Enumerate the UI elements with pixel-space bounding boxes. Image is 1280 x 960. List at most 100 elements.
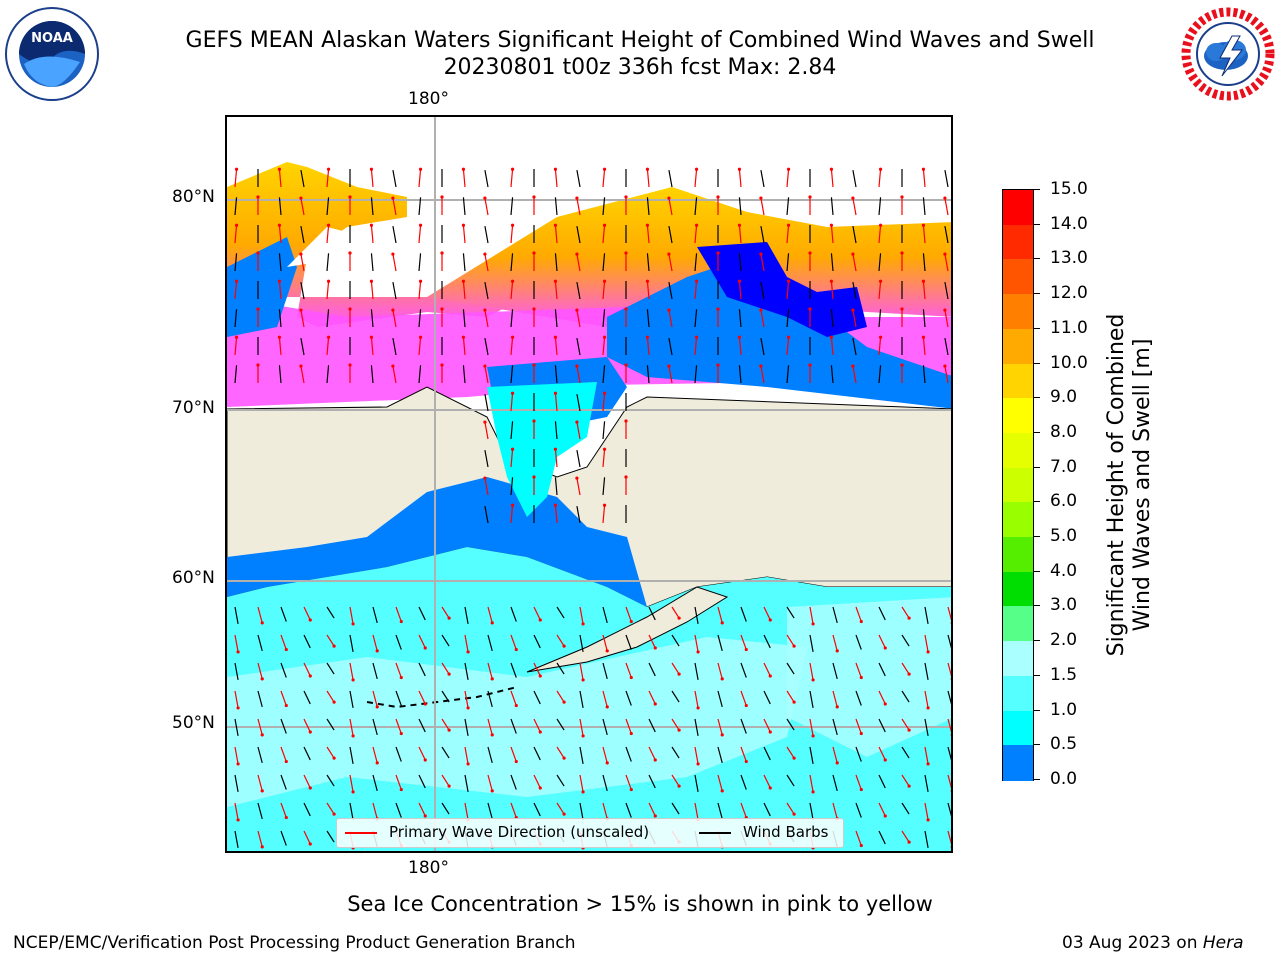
wave-direction-arrow: [576, 421, 581, 440]
wind-barb: [855, 802, 862, 818]
wave-direction-arrow: [300, 309, 305, 328]
wave-direction-arrowhead: [369, 279, 374, 283]
wave-direction-arrowhead: [737, 335, 742, 339]
wave-direction-arrowhead: [260, 733, 264, 737]
wave-direction-arrowhead: [510, 503, 515, 507]
wave-direction-arrowhead: [375, 649, 379, 653]
wind-barb: [648, 718, 656, 733]
wave-direction-arrowhead: [575, 476, 579, 480]
wave-direction-arrowhead: [602, 223, 607, 227]
wind-barb: [395, 802, 402, 818]
colorbar-tick: [1034, 431, 1040, 433]
wave-direction-arrowhead: [716, 363, 720, 367]
wave-direction-arrow: [717, 606, 723, 624]
wave-direction-arrowhead: [943, 308, 947, 312]
wave-direction-arrow: [830, 337, 834, 356]
wind-barb: [418, 606, 426, 621]
wave-direction-arrow: [510, 449, 514, 468]
wind-barb: [395, 690, 402, 706]
wind-barb: [326, 774, 335, 787]
wave-direction-arrowhead: [811, 790, 815, 794]
wave-direction-arrow: [625, 606, 632, 622]
wave-direction-arrow: [901, 774, 910, 787]
wave-direction-arrowhead: [859, 675, 863, 680]
wave-direction-arrow: [556, 802, 565, 815]
wind-barb: [280, 662, 287, 678]
wave-direction-arrowhead: [883, 758, 887, 762]
wave-direction-arrow: [554, 337, 558, 356]
wave-direction-arrow: [484, 197, 489, 216]
wave-direction-arrow: [554, 281, 558, 300]
wind-barb: [878, 253, 882, 272]
wave-direction-arrow: [602, 505, 606, 524]
wind-barb: [922, 365, 926, 384]
wave-direction-arrow: [556, 746, 565, 759]
wave-direction-arrowhead: [900, 251, 904, 255]
wave-direction-arrowhead: [299, 308, 303, 312]
wave-direction-arrowhead: [510, 279, 515, 283]
wave-direction-arrowhead: [808, 363, 812, 367]
wave-direction-arrow: [786, 746, 795, 759]
wave-direction-arrowhead: [391, 252, 395, 256]
wave-direction-arrow: [326, 634, 335, 647]
wave-direction-arrowhead: [950, 845, 951, 848]
wind-barb: [832, 606, 838, 624]
wave-direction-arrowhead: [737, 223, 742, 227]
lat-label-70: 70°N: [172, 398, 215, 418]
wind-barb: [280, 830, 287, 846]
colorbar-tick-label: 9.0: [1050, 387, 1078, 408]
wave-direction-arrowhead: [744, 647, 748, 652]
wind-barb: [760, 337, 765, 356]
wave-direction-arrow: [300, 197, 305, 216]
wind-barb: [760, 281, 765, 300]
wave-direction-arrowhead: [375, 761, 379, 765]
wave-direction-arrowhead: [391, 308, 395, 312]
wave-direction-arrowhead: [490, 621, 494, 625]
wave-direction-arrow: [556, 690, 565, 703]
wind-barb: [510, 253, 514, 272]
wave-direction-arrow: [602, 449, 606, 468]
wind-barb: [671, 802, 680, 815]
wave-direction-arrow: [671, 606, 680, 619]
bering-strait-water: [487, 382, 597, 517]
wave-direction-arrow: [326, 690, 335, 703]
wave-direction-legend-swatch: [345, 832, 377, 834]
wave-direction-arrow: [300, 365, 305, 384]
wave-direction-arrowhead: [629, 731, 633, 736]
wave-direction-arrowhead: [260, 845, 264, 849]
wave-direction-arrow: [487, 662, 493, 680]
wave-direction-arrow: [671, 774, 680, 787]
wave-direction-arrow: [510, 690, 517, 706]
wind-barb: [510, 421, 514, 440]
colorbar-segment: [1003, 710, 1033, 747]
wave-direction-arrow: [738, 337, 742, 356]
wave-direction-arrowhead: [629, 675, 633, 680]
wave-direction-arrowhead: [260, 789, 264, 793]
wave-direction-arrowhead: [483, 364, 487, 368]
sea-ice-caption: Sea Ice Concentration > 15% is shown in …: [347, 892, 933, 916]
wind-barb: [878, 774, 886, 789]
wave-direction-arrow: [740, 634, 747, 650]
wave-direction-arrow: [372, 690, 378, 708]
colorbar-tick: [1034, 674, 1040, 676]
wind-barb: [924, 830, 929, 849]
wave-direction-arrowhead: [256, 195, 260, 199]
wave-direction-arrowhead: [943, 364, 947, 368]
wave-direction-arrow: [738, 281, 742, 300]
wind-barb: [462, 197, 466, 216]
wind-barb: [830, 365, 834, 384]
wave-direction-arrow: [278, 225, 282, 244]
colorbar-segment: [1003, 398, 1033, 434]
wave-direction-arrowhead: [943, 252, 947, 256]
wave-direction-arrowhead: [538, 786, 542, 790]
wave-direction-arrowhead: [466, 650, 470, 654]
wave-direction-arrowhead: [553, 335, 558, 339]
wave-direction-arrowhead: [369, 223, 374, 227]
wave-direction-arrow: [418, 281, 422, 300]
wind-barb: [280, 718, 287, 734]
wave-direction-arrow: [786, 634, 795, 647]
wave-direction-arrow: [326, 337, 330, 356]
wind-barb: [326, 718, 335, 731]
wave-direction-arrowhead: [447, 784, 451, 788]
wave-direction-arrowhead: [236, 762, 240, 766]
